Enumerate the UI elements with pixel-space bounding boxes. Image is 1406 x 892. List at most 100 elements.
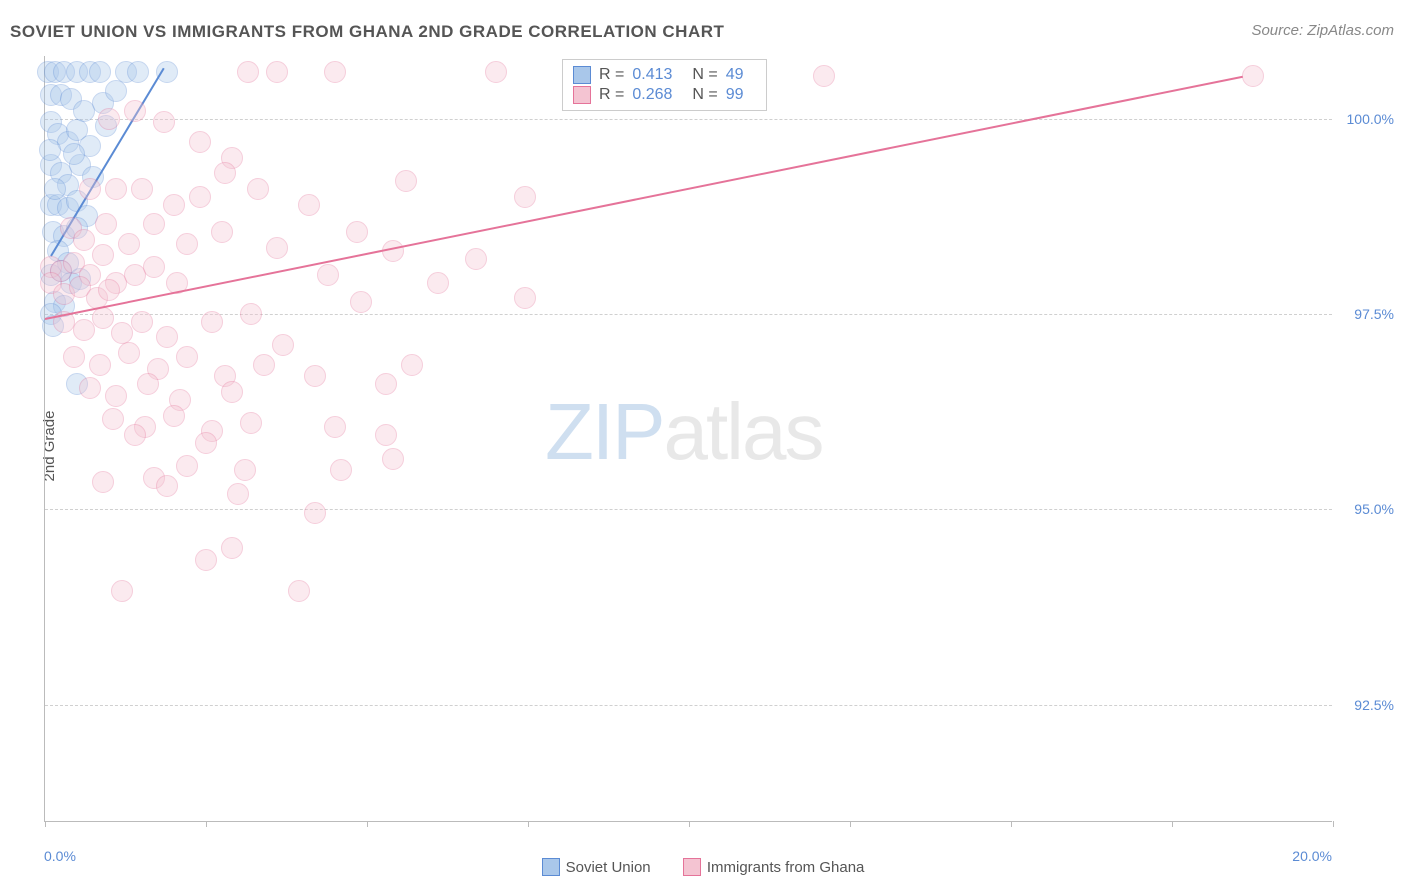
gridline	[45, 314, 1332, 315]
data-point	[240, 412, 262, 434]
data-point	[211, 221, 233, 243]
data-point	[247, 178, 269, 200]
data-point	[382, 448, 404, 470]
data-point	[298, 194, 320, 216]
data-point	[324, 416, 346, 438]
data-point	[221, 381, 243, 403]
legend-row-ghana: R = 0.268 N = 99	[573, 86, 756, 104]
xtick	[1011, 821, 1012, 827]
data-point	[1242, 65, 1264, 87]
data-point	[514, 186, 536, 208]
data-point	[514, 287, 536, 309]
data-point	[465, 248, 487, 270]
data-point	[153, 111, 175, 133]
data-point	[131, 311, 153, 333]
data-point	[201, 311, 223, 333]
data-point	[375, 373, 397, 395]
data-point	[95, 213, 117, 235]
r-label: R =	[599, 86, 624, 104]
data-point	[89, 61, 111, 83]
chart-title: SOVIET UNION VS IMMIGRANTS FROM GHANA 2N…	[10, 22, 724, 42]
data-point	[98, 279, 120, 301]
swatch-ghana-icon	[683, 858, 701, 876]
data-point	[102, 408, 124, 430]
data-point	[813, 65, 835, 87]
x-axis-labels: 0.0% 20.0%	[44, 828, 1332, 858]
data-point	[253, 354, 275, 376]
xtick	[850, 821, 851, 827]
data-point	[485, 61, 507, 83]
data-point	[131, 178, 153, 200]
data-point	[375, 424, 397, 446]
data-point	[189, 186, 211, 208]
ytick-label: 97.5%	[1354, 306, 1394, 322]
data-point	[214, 162, 236, 184]
xtick	[1333, 821, 1334, 827]
data-point	[124, 424, 146, 446]
data-point	[227, 483, 249, 505]
xtick	[367, 821, 368, 827]
data-point	[427, 272, 449, 294]
data-point	[63, 346, 85, 368]
data-point	[143, 256, 165, 278]
data-point	[79, 178, 101, 200]
trend-line	[45, 76, 1243, 320]
data-point	[124, 100, 146, 122]
data-point	[163, 405, 185, 427]
data-point	[346, 221, 368, 243]
n-value-ghana: 99	[726, 86, 744, 104]
n-value-soviet: 49	[726, 66, 744, 84]
data-point	[143, 213, 165, 235]
data-point	[195, 549, 217, 571]
data-point	[195, 432, 217, 454]
legend-item-ghana: Immigrants from Ghana	[683, 858, 865, 876]
data-point	[92, 471, 114, 493]
watermark: ZIPatlas	[545, 386, 822, 478]
data-point	[92, 244, 114, 266]
swatch-soviet-icon	[542, 858, 560, 876]
data-point	[176, 455, 198, 477]
data-point	[98, 108, 120, 130]
data-point	[266, 237, 288, 259]
data-point	[163, 194, 185, 216]
n-label: N =	[692, 86, 717, 104]
r-value-ghana: 0.268	[632, 86, 672, 104]
ytick-label: 92.5%	[1354, 697, 1394, 713]
data-point	[63, 143, 85, 165]
data-point	[304, 502, 326, 524]
data-point	[221, 537, 243, 559]
data-point	[105, 385, 127, 407]
data-point	[176, 233, 198, 255]
data-point	[118, 342, 140, 364]
data-point	[73, 319, 95, 341]
r-label: R =	[599, 66, 624, 84]
data-point	[118, 233, 140, 255]
data-point	[266, 61, 288, 83]
data-point	[395, 170, 417, 192]
data-point	[105, 178, 127, 200]
data-point	[111, 580, 133, 602]
data-point	[272, 334, 294, 356]
data-point	[44, 178, 66, 200]
source-label: Source: ZipAtlas.com	[1251, 22, 1394, 39]
data-point	[382, 240, 404, 262]
chart-plot-area: ZIPatlas 92.5%95.0%97.5%100.0%	[44, 56, 1332, 822]
data-point	[156, 475, 178, 497]
xtick	[1172, 821, 1173, 827]
series-legend: Soviet Union Immigrants from Ghana	[0, 858, 1406, 880]
data-point	[156, 326, 178, 348]
data-point	[176, 346, 198, 368]
data-point	[234, 459, 256, 481]
data-point	[127, 61, 149, 83]
data-point	[330, 459, 352, 481]
xtick	[689, 821, 690, 827]
data-point	[105, 80, 127, 102]
correlation-legend: R = 0.413 N = 49 R = 0.268 N = 99	[562, 59, 767, 111]
data-point	[401, 354, 423, 376]
data-point	[288, 580, 310, 602]
data-point	[92, 307, 114, 329]
ytick-label: 100.0%	[1347, 111, 1394, 127]
data-point	[350, 291, 372, 313]
swatch-soviet	[573, 66, 591, 84]
gridline	[45, 705, 1332, 706]
